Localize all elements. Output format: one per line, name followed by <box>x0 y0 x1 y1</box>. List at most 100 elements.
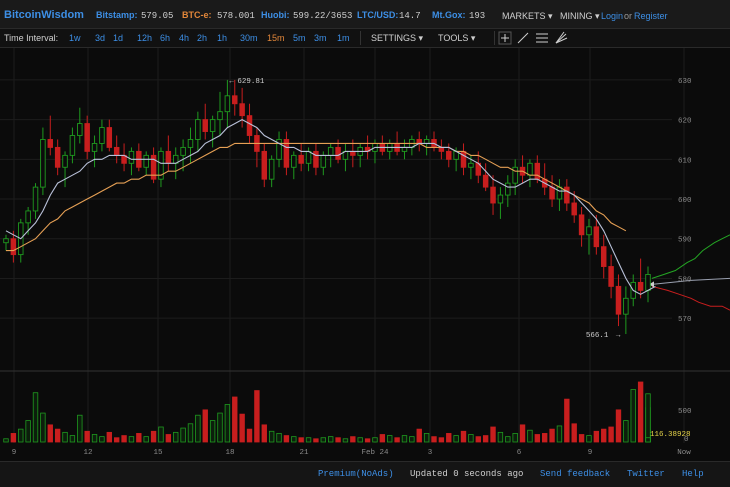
candle-body <box>615 285 622 315</box>
mtgox-label[interactable]: Mt.Gox: <box>432 10 466 20</box>
low-price-label: 566.1 <box>586 332 609 340</box>
candle-body <box>209 119 216 132</box>
interval-2h[interactable]: 2h <box>197 33 208 43</box>
volume-bar <box>578 434 585 443</box>
price-chart[interactable]: 630 620 610 600 590 580 570 500 0 9 12 15 18 21 Feb … <box>0 48 730 461</box>
premium-link[interactable]: Premium(NoAds) <box>318 469 394 479</box>
volume-bar <box>593 430 600 443</box>
interval-3m[interactable]: 3m <box>314 33 327 43</box>
candle-body <box>490 186 496 204</box>
volume-bar <box>505 436 511 443</box>
candle-body <box>423 139 430 144</box>
candle-body <box>143 154 149 168</box>
volume-bar <box>77 414 83 443</box>
volume-bar <box>313 438 319 443</box>
candle-body <box>416 139 422 144</box>
time-tick-label: 9 <box>588 449 593 457</box>
top-bar: BitcoinWisdom Bitstamp: 579.05 BTC-e: 57… <box>0 0 730 29</box>
interval-1d[interactable]: 1d <box>113 33 124 43</box>
ltcusd-label[interactable]: LTC/USD: <box>357 10 399 20</box>
volume-bar <box>379 434 386 443</box>
volume-bar <box>320 437 326 443</box>
tools-label: TOOLS <box>438 33 469 43</box>
time-tick-label: 9 <box>12 449 17 457</box>
settings-menu[interactable]: SETTINGS ▾ <box>371 33 423 44</box>
candle-body <box>180 146 186 156</box>
candle-body <box>571 202 577 216</box>
volume-bar <box>512 433 518 443</box>
candle-body <box>3 238 9 244</box>
candle-body <box>54 146 61 168</box>
volume-bar <box>32 392 39 443</box>
login-link[interactable]: Login <box>601 11 624 21</box>
twitter-link[interactable]: Twitter <box>627 469 665 479</box>
interval-1w[interactable]: 1w <box>69 33 81 43</box>
toolbar <box>0 29 730 48</box>
low-annotation: 566.1 → <box>586 332 621 340</box>
interval-1h[interactable]: 1h <box>217 33 228 43</box>
candle-body <box>482 174 489 188</box>
candle-body <box>556 186 563 200</box>
candle-body <box>578 214 585 236</box>
interval-5m[interactable]: 5m <box>293 33 306 43</box>
fib-fan-icon[interactable] <box>555 31 568 44</box>
markets-menu[interactable]: MARKETS ▾ <box>502 11 553 22</box>
crosshair-icon[interactable] <box>498 31 512 45</box>
interval-15m[interactable]: 15m <box>267 33 285 43</box>
footer <box>0 461 730 487</box>
ask-depth-line <box>651 285 730 311</box>
line-tool-icon[interactable] <box>517 32 529 44</box>
volume-bar <box>601 428 607 443</box>
send-feedback-link[interactable]: Send feedback <box>540 469 611 479</box>
candle-body <box>401 146 408 152</box>
volume-bar <box>114 437 120 443</box>
last-price-line <box>651 277 730 285</box>
volume-bar <box>47 424 53 443</box>
interval-30m[interactable]: 30m <box>240 33 258 43</box>
last-price-marker <box>649 281 654 288</box>
volume-bar <box>106 431 112 443</box>
volume-bar <box>608 426 614 443</box>
volume-bar <box>224 404 231 443</box>
candle-body <box>25 210 31 224</box>
huobi-price: 599.22/3653 <box>293 11 353 21</box>
btce-label[interactable]: BTC-e: <box>182 10 212 20</box>
markets-label: MARKETS <box>502 11 546 21</box>
huobi-label[interactable]: Huobi: <box>261 10 290 20</box>
horizontal-lines-icon[interactable] <box>536 33 548 43</box>
time-tick-label: Feb 24 <box>361 449 389 457</box>
time-tick-label: 6 <box>517 449 522 457</box>
time-axis: 9 12 15 18 21 Feb 24 3 6 9 Now <box>12 449 692 457</box>
interval-3d[interactable]: 3d <box>95 33 106 43</box>
bitstamp-label[interactable]: Bitstamp: <box>96 10 138 20</box>
candle-body <box>534 162 541 180</box>
register-link[interactable]: Register <box>634 11 668 21</box>
time-tick-label: Now <box>677 449 691 457</box>
interval-4h[interactable]: 4h <box>179 33 190 43</box>
price-tick-label: 630 <box>678 78 692 86</box>
candle-body <box>246 115 253 136</box>
candle-body <box>305 150 312 164</box>
tools-menu[interactable]: TOOLS ▾ <box>438 33 475 44</box>
mining-menu[interactable]: MINING ▾ <box>560 11 600 22</box>
price-tick-label: 590 <box>678 237 692 245</box>
drawing-tools <box>498 31 568 45</box>
interval-12h[interactable]: 12h <box>137 33 153 43</box>
candle-body <box>195 119 201 140</box>
caret-down-icon: ▾ <box>470 33 476 43</box>
interval-6h[interactable]: 6h <box>160 33 171 43</box>
help-link[interactable]: Help <box>682 469 704 479</box>
volume-bar <box>527 429 533 443</box>
price-axis: 630 620 610 600 590 580 570 <box>678 78 692 324</box>
volume-bar <box>150 430 157 443</box>
volume-bar <box>630 389 636 443</box>
candlesticks <box>3 79 651 335</box>
candle-body <box>224 95 231 113</box>
settings-label: SETTINGS <box>371 33 417 43</box>
volume-bar <box>586 435 592 443</box>
time-interval-label: Time Interval: <box>4 33 59 43</box>
candle-body <box>69 135 76 156</box>
candle-body <box>165 150 172 164</box>
site-logo[interactable]: BitcoinWisdom <box>4 9 84 21</box>
interval-1m[interactable]: 1m <box>337 33 350 43</box>
